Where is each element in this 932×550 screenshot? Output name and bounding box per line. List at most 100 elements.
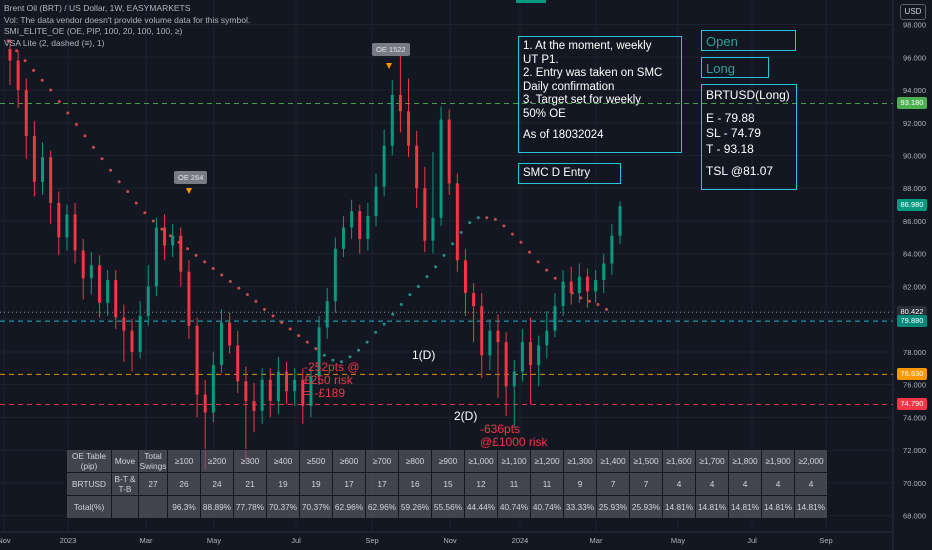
table-cell: 70.37% — [266, 495, 300, 519]
candle-body — [285, 371, 289, 392]
table-cell: 25.93% — [596, 495, 630, 519]
time-tick-label: 2023 — [60, 536, 77, 545]
table-cell: 7 — [629, 472, 663, 496]
long-note[interactable]: Long — [701, 57, 769, 78]
table-cell: 62.96% — [332, 495, 366, 519]
candle-body — [325, 301, 329, 328]
trail-dot — [40, 78, 44, 82]
header-cell: ≥700 — [365, 449, 399, 473]
candle-body — [301, 379, 305, 406]
trail-dot — [297, 334, 301, 338]
trail-dot — [391, 312, 395, 316]
header-cell: Total Swings — [138, 449, 168, 473]
trail-dot — [23, 59, 27, 63]
candle-body — [203, 394, 207, 413]
candle-body — [439, 119, 443, 218]
trail-dot — [160, 227, 164, 231]
trail-dot — [263, 307, 266, 311]
position-note[interactable]: BRTUSD(Long) E - 79.88 SL - 74.79 T - 93… — [701, 84, 797, 190]
table-cell: Total(%) — [66, 495, 112, 519]
time-tick-label: May — [671, 536, 685, 545]
candle-body — [553, 306, 557, 331]
table-cell: 9 — [563, 472, 597, 496]
candles — [8, 39, 622, 470]
table-cell: 26 — [167, 472, 201, 496]
price-label: 76.630 — [897, 368, 927, 381]
trail-dot — [211, 266, 215, 270]
time-tick-label: 2024 — [512, 536, 529, 545]
trail-dot — [100, 157, 104, 161]
trail-dot — [442, 253, 446, 257]
trail-dot — [339, 360, 343, 364]
header-cell: ≥400 — [266, 449, 300, 473]
time-tick-label: May — [207, 536, 221, 545]
trail-dot — [314, 347, 318, 351]
candle-body — [366, 216, 370, 239]
candle-body — [154, 227, 158, 287]
header-cell: ≥1,200 — [530, 449, 564, 473]
table-cell: 16 — [398, 472, 432, 496]
time-tick-label: Sep — [365, 536, 378, 545]
time-tick-label: Jul — [291, 536, 301, 545]
table-cell: 11 — [530, 472, 564, 496]
header-cell: ≥900 — [431, 449, 465, 473]
candle-body — [415, 145, 419, 189]
trailing-stop-dots — [6, 39, 608, 364]
price-axis: 98.000 96.000 94.000 92.000 90.000 88.000 86.0… — [892, 0, 926, 550]
trail-dot — [228, 280, 232, 284]
trail-dot — [117, 180, 121, 184]
smc-entry-label: SMC D Entry — [523, 167, 591, 179]
indicator-vsa[interactable]: VSA Lite (2, dashed (≡), 1) — [4, 37, 105, 48]
header-cell: ≥1,000 — [464, 449, 498, 473]
candle-body — [390, 94, 394, 146]
header-cell: ≥800 — [398, 449, 432, 473]
candle-body — [317, 327, 321, 377]
position-line: BRTUSD(Long) — [706, 88, 790, 102]
candle-body — [358, 211, 362, 239]
indicator-oe[interactable]: SMI_ELITE_OE (OE, PIP, 100, 20, 100, 100… — [4, 26, 183, 36]
trail-dot — [408, 293, 412, 297]
trail-dot — [6, 39, 10, 43]
plan-line: 50% OE — [523, 107, 566, 120]
smc-entry-note[interactable]: SMC D Entry — [518, 163, 621, 184]
candle-body — [569, 281, 573, 294]
plan-line — [523, 121, 677, 129]
trail-dot — [288, 327, 292, 331]
trail-dot — [15, 49, 19, 53]
position-line: E - 79.88 — [706, 110, 755, 125]
candle-body — [374, 186, 378, 217]
oe-callout: OE 264 — [174, 171, 208, 184]
table-cell: 14.81% — [761, 495, 795, 519]
price-tick-label: 82.000 — [903, 282, 926, 291]
currency-button[interactable]: USD — [900, 4, 926, 20]
trail-dot — [587, 299, 591, 303]
trail-dot — [305, 340, 309, 344]
candle-body — [618, 206, 622, 236]
trail-dot — [553, 276, 557, 280]
candle-body — [171, 235, 175, 246]
trade-plan-note[interactable]: 1. At the moment, weekly UT P1. 2. Entry… — [518, 36, 682, 153]
candle-body — [512, 371, 516, 387]
candle-body — [268, 379, 272, 402]
candle-body — [138, 315, 142, 352]
oe-arrow-icon — [186, 188, 192, 194]
table-cell: 19 — [299, 472, 333, 496]
open-note[interactable]: Open — [701, 30, 796, 51]
trail-dot — [596, 302, 600, 306]
candle-body — [480, 306, 484, 356]
table-header-row: OE Table (pip) Move Total Swings ≥100 ≥2… — [66, 449, 828, 473]
candle-body — [130, 330, 134, 352]
trail-dot — [348, 355, 352, 359]
candle-body — [520, 342, 524, 372]
open-label: Open — [706, 34, 738, 49]
oe-callout: OE 1522 — [372, 43, 410, 56]
symbol-title[interactable]: Brent Oil (BRT) / US Dollar, 1W, EASYMAR… — [4, 3, 191, 13]
time-tick-label: Jul — [747, 536, 757, 545]
table-cell: 25.93% — [629, 495, 663, 519]
trail-dot — [493, 217, 497, 221]
trail-dot — [425, 275, 429, 279]
candle-body — [585, 276, 589, 292]
position-line — [706, 157, 792, 164]
trail-dot — [545, 268, 549, 272]
table-cell: 21 — [233, 472, 267, 496]
